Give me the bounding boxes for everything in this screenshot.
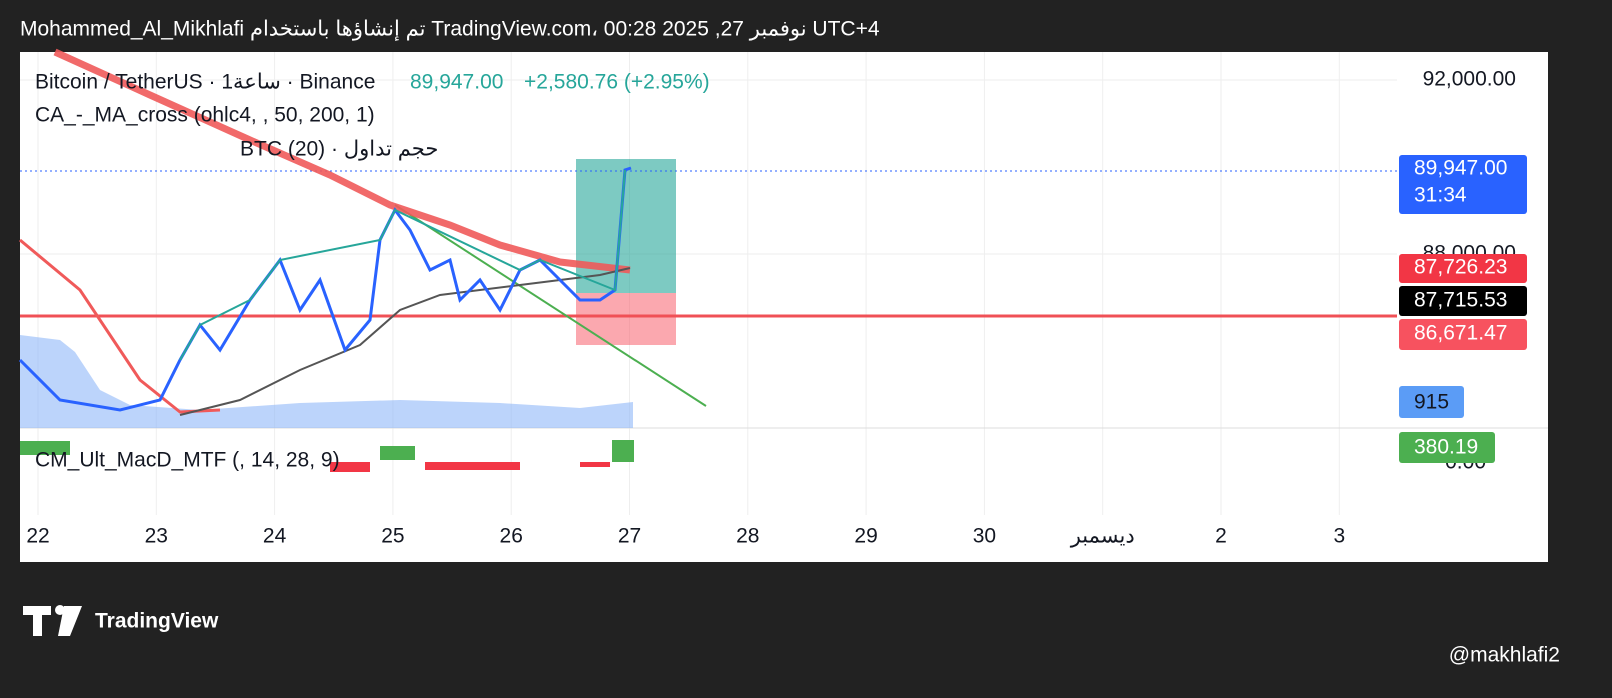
badge-text: 915 — [1414, 391, 1449, 414]
indicator: CM_Ult_MacD_MTF (, 14, 28, 9) — [35, 449, 340, 472]
badge — [1399, 386, 1464, 418]
trend-line — [394, 204, 707, 407]
badge-text: 87,726.23 — [1414, 256, 1507, 279]
ma-200 — [53, 48, 631, 274]
macd-histogram — [20, 440, 634, 472]
symbol: Bitcoin / TetherUS · 1ساعة · Binance — [35, 71, 375, 94]
time-label: 28 — [736, 525, 759, 548]
brand-name: TradingView — [95, 610, 219, 633]
brand-logo — [23, 605, 82, 636]
time-label: 2 — [1215, 525, 1227, 548]
ma-50 — [179, 267, 631, 416]
badge-text: 380.19 — [1414, 436, 1478, 459]
long-stop-zone — [576, 293, 676, 345]
header-title: Mohammed_Al_Mikhlafi تم إنشاؤها باستخدام… — [20, 18, 880, 42]
indicator: CA_-_MA_cross (ohlc4, , 50, 200, 1) — [35, 104, 375, 127]
badge — [1399, 432, 1495, 463]
time-label: 24 — [263, 525, 287, 548]
time-label: 26 — [500, 525, 523, 548]
badge-text: 87,715.53 — [1414, 289, 1507, 312]
badge — [1399, 286, 1527, 316]
time-label: 23 — [145, 525, 168, 548]
time-label: 25 — [381, 525, 404, 548]
username: @makhlafi2 — [1449, 644, 1560, 667]
badge — [1399, 319, 1527, 350]
badge-text: 31:34 — [1414, 184, 1467, 207]
volume-area — [20, 335, 633, 428]
time-label: 29 — [854, 525, 877, 548]
time-label: 22 — [26, 525, 49, 548]
time-label: 27 — [618, 525, 641, 548]
chart-panel — [20, 52, 1548, 562]
badge — [1399, 254, 1527, 283]
price-candles-up — [179, 169, 626, 361]
time-label: 3 — [1333, 525, 1345, 548]
badge-text: 86,671.47 — [1414, 322, 1507, 345]
change: +2,580.76 (+2.95%) — [524, 71, 710, 94]
time-label: 30 — [973, 525, 996, 548]
price-label: 92,000.00 — [1423, 68, 1516, 91]
badge-text: 89,947.00 — [1414, 157, 1507, 180]
badge — [1399, 155, 1527, 214]
time-label: ديسمبر — [1070, 525, 1135, 549]
last-price: 89,947.00 — [410, 71, 503, 94]
indicator: حجم تداول · BTC (20) — [240, 138, 438, 162]
